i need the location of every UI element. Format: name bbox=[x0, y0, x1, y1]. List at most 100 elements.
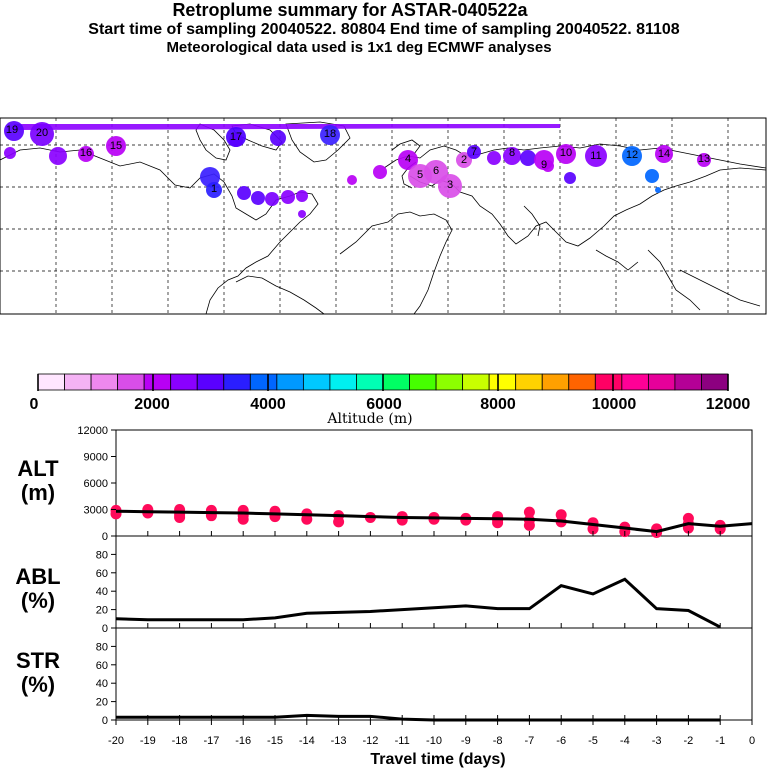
colorbar-swatch-18 bbox=[515, 373, 543, 391]
plume-cluster-37 bbox=[298, 210, 306, 218]
colorbar-swatch-15 bbox=[435, 373, 464, 391]
map-day-label-8: 8 bbox=[509, 147, 515, 159]
alt-ytick-label-3: 3000 bbox=[84, 505, 108, 517]
plume-cluster-1 bbox=[30, 122, 54, 146]
coastline-10 bbox=[647, 249, 701, 311]
x-tick-label--3: -3 bbox=[652, 735, 662, 747]
map-day-label-20: 20 bbox=[36, 127, 48, 139]
colorbar-title: Altitude (m) bbox=[326, 411, 412, 427]
title-block: Retroplume summary for ASTAR-040522a Sta… bbox=[0, 0, 768, 56]
colorbar-swatch-19 bbox=[541, 373, 570, 391]
coastline-8 bbox=[523, 205, 541, 237]
colorbar-swatch-3 bbox=[117, 373, 145, 391]
abl-ylabel-line1: ABL bbox=[15, 564, 60, 589]
colorbar-swatch-9 bbox=[276, 373, 304, 391]
colorbar-swatch-5 bbox=[170, 373, 198, 391]
coastline-6 bbox=[383, 143, 767, 169]
str-series bbox=[116, 713, 721, 722]
cb-label-6000: 6000 bbox=[366, 396, 402, 413]
plume-cluster-16 bbox=[347, 175, 357, 185]
time-series-panels: 120009000600030000806040200806040200-20-… bbox=[15, 425, 755, 768]
cb-label-12000: 12000 bbox=[706, 396, 751, 413]
abl-ytick-label-4: 0 bbox=[102, 623, 108, 635]
map-day-label-14: 14 bbox=[658, 148, 670, 160]
coastline-5 bbox=[339, 211, 453, 315]
panel-axes: 120009000600030000806040200806040200-20-… bbox=[77, 425, 755, 747]
map-day-label-18: 18 bbox=[324, 128, 336, 140]
colorbar-swatch-1 bbox=[64, 373, 92, 391]
map-day-label-15: 15 bbox=[110, 140, 122, 152]
map-day-label-11: 11 bbox=[590, 150, 601, 162]
map-day-label-10: 10 bbox=[560, 147, 572, 159]
str-line bbox=[116, 713, 721, 722]
coastlines bbox=[0, 121, 767, 315]
x-tick-label--8: -8 bbox=[493, 735, 503, 747]
alt-series bbox=[110, 504, 753, 538]
cb-label-8000: 8000 bbox=[480, 396, 516, 413]
x-tick-label--1: -1 bbox=[715, 735, 725, 747]
plume-cluster-34 bbox=[564, 172, 576, 184]
x-tick-label--11: -11 bbox=[395, 735, 410, 747]
retroplume-map: 19 20 18 17 16 15 14 13 12 11 10 9 8 7 654 3 2 1 bbox=[0, 117, 767, 315]
cb-label-10000: 10000 bbox=[592, 396, 637, 413]
alt-point-15 bbox=[301, 513, 313, 525]
x-tick-label--9: -9 bbox=[461, 735, 471, 747]
str-ytick-label-4: 0 bbox=[102, 715, 108, 727]
map-day-label-16: 16 bbox=[80, 147, 92, 159]
plume-cluster-33 bbox=[645, 169, 659, 183]
x-tick-label--19: -19 bbox=[140, 735, 156, 747]
plume-cluster-24 bbox=[487, 151, 501, 165]
x-tick-label--6: -6 bbox=[556, 735, 566, 747]
plume-cluster-26 bbox=[520, 150, 536, 166]
plume-cluster-7 bbox=[78, 146, 94, 162]
str-ytick-label-0: 80 bbox=[96, 641, 108, 653]
colorbar-swatch-11 bbox=[329, 373, 357, 391]
alt-point-28 bbox=[523, 506, 535, 518]
abl-line bbox=[115, 577, 721, 629]
colorbar-swatch-24 bbox=[674, 373, 702, 391]
plume-cluster-4 bbox=[320, 125, 340, 145]
x-tick-label--13: -13 bbox=[331, 735, 347, 747]
str-ylabel-line2: (%) bbox=[21, 672, 55, 697]
colorbar-swatch-20 bbox=[568, 373, 596, 391]
plume-cluster-14 bbox=[281, 190, 295, 204]
abl-ytick-label-1: 60 bbox=[96, 568, 108, 580]
alt-point-17 bbox=[333, 516, 345, 528]
abl-panel-frame bbox=[115, 535, 753, 629]
alt-ylabel-line2: (m) bbox=[21, 480, 55, 505]
str-ytick-label-3: 20 bbox=[96, 697, 108, 709]
x-tick-label--20: -20 bbox=[108, 735, 124, 747]
colorbar-swatch-17 bbox=[488, 373, 517, 391]
map-day-label-9: 9 bbox=[541, 159, 547, 171]
coastline-1 bbox=[195, 123, 231, 161]
alt-point-30 bbox=[523, 519, 535, 531]
str-ytick-label-1: 60 bbox=[96, 660, 108, 672]
plume-cluster-22 bbox=[456, 152, 472, 168]
x-tick-label--4: -4 bbox=[620, 735, 630, 747]
plume-cluster-10 bbox=[206, 182, 222, 198]
abl-ytick-label-2: 40 bbox=[96, 586, 108, 598]
alt-point-11 bbox=[237, 513, 249, 525]
abl-ytick-label-3: 20 bbox=[96, 605, 108, 617]
plume-cluster-32 bbox=[697, 153, 711, 167]
plume-cluster-12 bbox=[251, 191, 265, 205]
colorbar-swatch-25 bbox=[701, 373, 729, 391]
alt-ytick-label-0: 12000 bbox=[77, 425, 108, 437]
colorbar-swatch-23 bbox=[647, 373, 676, 391]
map-day-label-5: 5 bbox=[417, 169, 423, 181]
plume-cluster-18 bbox=[398, 150, 418, 170]
x-tick-label--17: -17 bbox=[203, 735, 219, 747]
coastline-11 bbox=[679, 269, 761, 307]
colorbar-swatch-4 bbox=[143, 373, 172, 391]
plume-cluster-25 bbox=[503, 147, 521, 165]
plume-cluster-9 bbox=[200, 167, 220, 187]
alt-ytick-label-1: 9000 bbox=[84, 452, 108, 464]
plume-cluster-30 bbox=[622, 146, 642, 166]
x-tick-label--2: -2 bbox=[684, 735, 694, 747]
alt-point-24 bbox=[460, 514, 472, 526]
x-tick-label--16: -16 bbox=[235, 735, 251, 747]
x-tick-label--18: -18 bbox=[172, 735, 188, 747]
colorbar-swatch-2 bbox=[90, 373, 119, 391]
colorbar-swatch-6 bbox=[196, 373, 225, 391]
plume-cluster-0 bbox=[4, 121, 24, 141]
